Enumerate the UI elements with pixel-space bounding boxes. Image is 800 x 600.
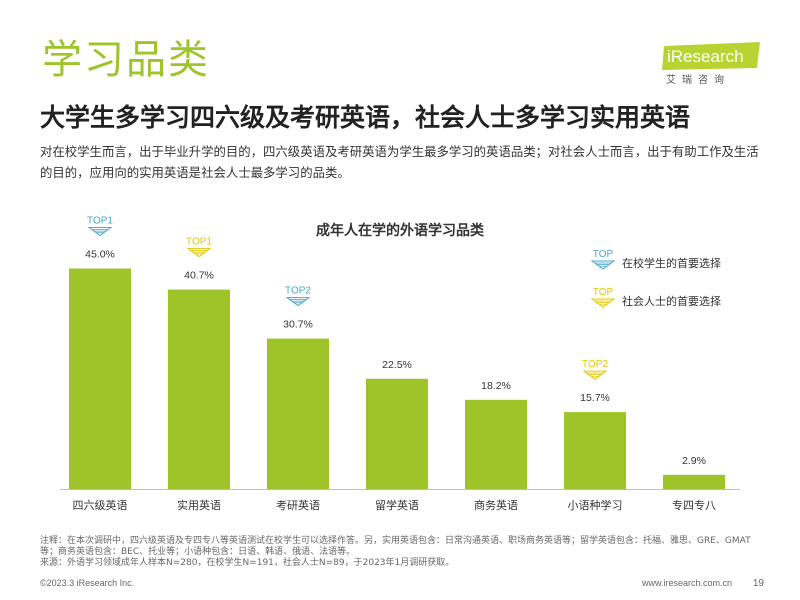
bar-value-label: 45.0% [85,249,115,261]
summary-text: 对在校学生而言，出于毕业升学的目的，四六级英语及考研英语为学生最多学习的英语品类… [40,144,759,180]
footnote: 注释：在本次调研中，四六级英语及专四专八等英语测试在校学生可以选择作答。另，实用… [40,536,751,557]
bar-value-label: 18.2% [481,380,511,392]
category-label: 商务英语 [474,498,518,512]
legend-social-badge-text: TOP [593,287,614,298]
top-rank-badge-ribbon [186,248,212,258]
bar-value-label: 40.7% [184,270,214,282]
notes-block: 注释：在本次调研中，四六级英语及专四专八等英语测试在校学生可以选择作答。另，实用… [40,536,760,569]
bar [663,474,725,489]
logo-mark: iResearch [662,42,760,70]
source-note: 来源：外语学习领域成年人样本N=280，在校学生N=191，社会人士N=89，于… [40,558,455,568]
top-rank-badge-text: TOP2 [285,286,311,297]
bar [465,399,527,489]
logo-subtitle: 艾瑞咨询 [666,75,730,86]
website-link[interactable]: www.iresearch.com.cn [641,578,732,588]
bar-value-label: 2.9% [682,455,706,467]
top-rank-badge: TOP2 [285,286,311,307]
category-label: 专四专八 [672,498,716,512]
top-rank-badge-text: TOP1 [87,216,113,227]
category-label: 留学英语 [375,498,419,512]
chart-title: 成年人在学的外语学习品类 [316,223,484,239]
bar [366,378,428,489]
bar [69,268,131,489]
iresearch-logo: iResearch 艾瑞咨询 [662,42,762,86]
section-title: 学习品类 [42,37,210,83]
top-rank-badge: TOP2 [582,359,608,380]
bar-value-label: 15.7% [580,392,610,404]
category-label: 四六级英语 [73,498,128,512]
chart-legend: TOP 在校学生的首要选择 TOP 社会人士的首要选择 [590,249,721,308]
top-rank-badge: TOP1 [186,237,212,258]
legend-student-label: 在校学生的首要选择 [622,256,721,270]
top-rank-badge-text: TOP1 [186,237,212,248]
bar-value-label: 30.7% [283,319,313,331]
category-label: 小语种学习 [568,498,623,512]
category-label: 考研英语 [276,498,320,512]
copyright: ©2023.3 iResearch Inc. [40,578,135,588]
bar-value-label: 22.5% [382,359,412,371]
bar [564,412,626,489]
headline: 大学生多学习四六级及考研英语，社会人士多学习实用英语 [40,103,691,132]
bar [168,289,230,489]
top-rank-badge-text: TOP2 [582,359,608,370]
category-label: 实用英语 [177,498,221,512]
page-number: 19 [752,578,764,589]
bar [267,338,329,489]
legend-social-label: 社会人士的首要选择 [622,294,721,308]
top-rank-badge: TOP1 [87,216,113,237]
legend-student-badge: TOP [590,249,616,270]
legend-social-badge: TOP [590,287,616,308]
logo-wordmark: iResearch [667,47,744,66]
legend-student-badge-text: TOP [593,249,614,260]
